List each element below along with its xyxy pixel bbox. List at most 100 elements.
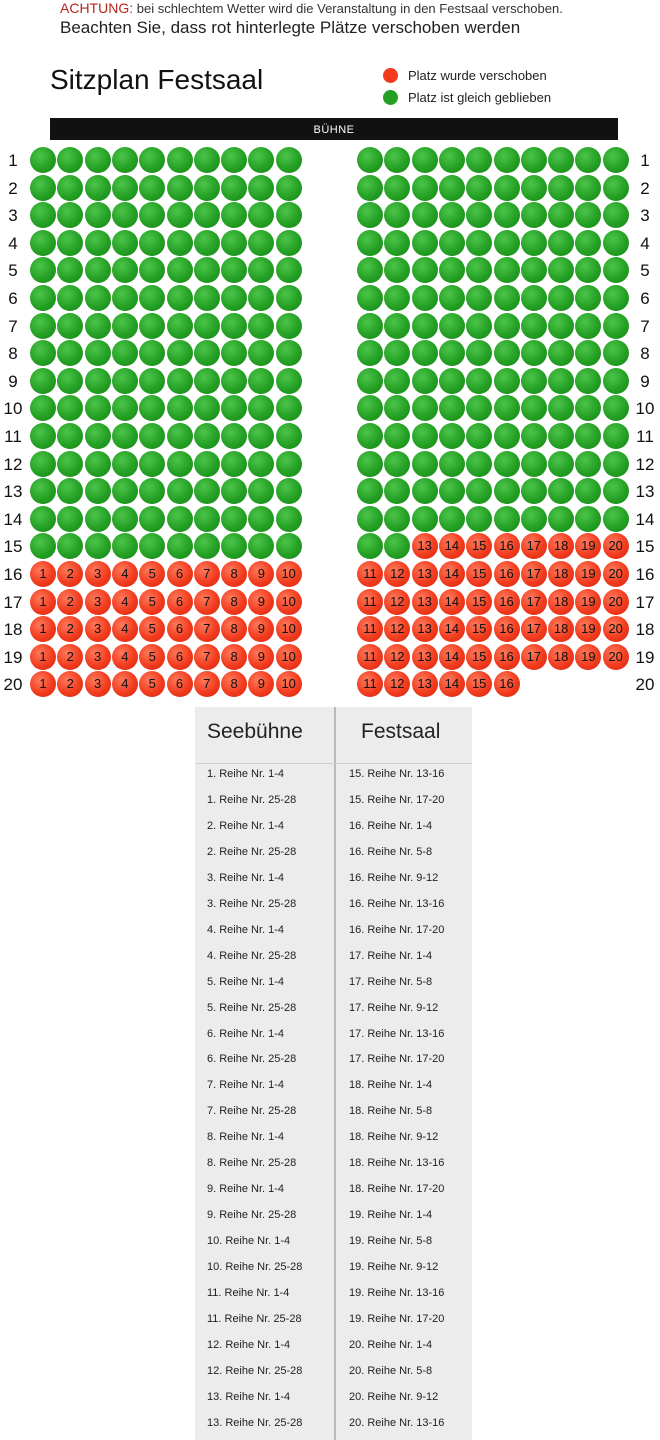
seat-unchanged xyxy=(602,395,629,422)
cell-seebuehne: 3. Reihe Nr. 25-28 xyxy=(207,897,297,910)
legend-item-moved: Platz wurde verschoben xyxy=(383,64,551,86)
seat-unchanged xyxy=(193,450,220,477)
cell-seebuehne: 1. Reihe Nr. 25-28 xyxy=(207,793,297,806)
seat-unchanged xyxy=(384,285,411,311)
seat-unchanged xyxy=(357,395,383,422)
seat-unchanged xyxy=(384,174,411,201)
seat-mapping-table: Seebühne Festsaal 1. Reihe Nr. 1-4 15. Re… xyxy=(195,707,472,1440)
seat-unchanged xyxy=(438,147,465,173)
seat-moved: 13 xyxy=(411,671,438,698)
seat-unchanged xyxy=(166,147,193,173)
seat-unchanged xyxy=(166,257,193,284)
seat-unchanged xyxy=(57,505,84,532)
seat-moved: 2 xyxy=(57,588,84,615)
seat-unchanged xyxy=(275,257,302,284)
seat-unchanged xyxy=(30,285,56,311)
seat-moved: 7 xyxy=(193,616,220,643)
seat-moved: 3 xyxy=(84,588,111,615)
seat-moved: 13 xyxy=(411,561,438,587)
row-label-left: 12 xyxy=(3,454,23,474)
seat-unchanged xyxy=(166,229,193,256)
seat-moved: 4 xyxy=(111,671,138,698)
row-label-right: 17 xyxy=(635,592,655,612)
seat-moved: 12 xyxy=(384,588,411,615)
seat-moved: 13 xyxy=(411,643,438,670)
seat-unchanged xyxy=(30,312,56,339)
seat-unchanged xyxy=(221,505,248,532)
seat-unchanged xyxy=(221,147,248,173)
header-rule xyxy=(195,763,472,764)
row-label-left: 20 xyxy=(3,675,23,695)
header-festsaal: Festsaal xyxy=(361,720,441,743)
seat-moved: 15 xyxy=(466,533,493,560)
row-label-right: 11 xyxy=(636,427,654,446)
cell-seebuehne: 9. Reihe Nr. 1-4 xyxy=(207,1183,285,1196)
cell-festsaal: 17. Reihe Nr. 5-8 xyxy=(349,975,433,988)
seat-unchanged xyxy=(84,312,111,339)
seat-moved: 8 xyxy=(221,616,248,643)
seat-unchanged xyxy=(493,147,520,173)
seat-unchanged xyxy=(193,478,220,505)
row-label-left: 5 xyxy=(8,261,18,281)
seat-unchanged xyxy=(548,367,575,394)
seat-unchanged xyxy=(602,229,629,256)
seat-unchanged xyxy=(221,533,248,560)
row-label-left: 10 xyxy=(3,399,23,419)
row-label-left: 3 xyxy=(8,206,18,226)
seat-unchanged xyxy=(111,147,138,173)
seat-unchanged xyxy=(166,285,193,311)
seat-unchanged xyxy=(438,367,465,394)
seat-moved: 4 xyxy=(111,616,138,643)
seat-unchanged xyxy=(221,174,248,201)
seat-unchanged xyxy=(57,229,84,256)
seat-unchanged xyxy=(411,312,438,339)
seat-unchanged xyxy=(575,423,602,449)
seat-unchanged xyxy=(466,312,493,339)
row-label-right: 3 xyxy=(640,206,650,226)
seat-unchanged xyxy=(575,285,602,311)
cell-festsaal: 17. Reihe Nr. 9-12 xyxy=(349,1001,439,1014)
seat-unchanged xyxy=(57,147,84,173)
cell-seebuehne: 13. Reihe Nr. 25-28 xyxy=(207,1416,303,1429)
row-label-left: 7 xyxy=(8,316,18,336)
seat-unchanged xyxy=(575,174,602,201)
seat-moved: 1 xyxy=(30,616,56,643)
seat-unchanged xyxy=(248,229,275,256)
seat-unchanged xyxy=(275,367,302,394)
seat-moved: 15 xyxy=(466,671,493,698)
seat-unchanged xyxy=(275,285,302,311)
seat-unchanged xyxy=(493,257,520,284)
seat-moved: 6 xyxy=(166,643,193,670)
seat-unchanged xyxy=(111,478,138,505)
seat-moved: 3 xyxy=(84,671,111,698)
seat-unchanged xyxy=(111,423,138,449)
seat-unchanged xyxy=(221,478,248,505)
seat-unchanged xyxy=(602,202,629,229)
seat-unchanged xyxy=(602,423,629,449)
seat-unchanged xyxy=(466,367,493,394)
row-label-right: 16 xyxy=(635,565,655,584)
seat-unchanged xyxy=(411,147,438,173)
seat-moved: 9 xyxy=(248,561,275,587)
seat-unchanged xyxy=(466,505,493,532)
seat-moved: 10 xyxy=(275,643,302,670)
seat-unchanged xyxy=(193,423,220,449)
seat-unchanged xyxy=(575,340,602,367)
seat-unchanged xyxy=(248,174,275,201)
seat-unchanged xyxy=(111,450,138,477)
seat-unchanged xyxy=(139,367,166,394)
cell-festsaal: 15. Reihe Nr. 17-20 xyxy=(349,793,445,806)
seat-unchanged xyxy=(166,478,193,505)
seat-unchanged xyxy=(411,367,438,394)
cell-festsaal: 18. Reihe Nr. 1-4 xyxy=(349,1079,433,1092)
seat-unchanged xyxy=(493,202,520,229)
seat-unchanged xyxy=(575,202,602,229)
weather-notice: ACHTUNG: bei schlechtem Wetter wird die … xyxy=(60,0,563,16)
seat-unchanged xyxy=(221,229,248,256)
warning-label: ACHTUNG: xyxy=(60,0,134,16)
seat-unchanged xyxy=(139,202,166,229)
seat-unchanged xyxy=(411,450,438,477)
seat-unchanged xyxy=(84,202,111,229)
row-label-right: 15 xyxy=(635,537,655,557)
seat-moved: 6 xyxy=(166,671,193,698)
